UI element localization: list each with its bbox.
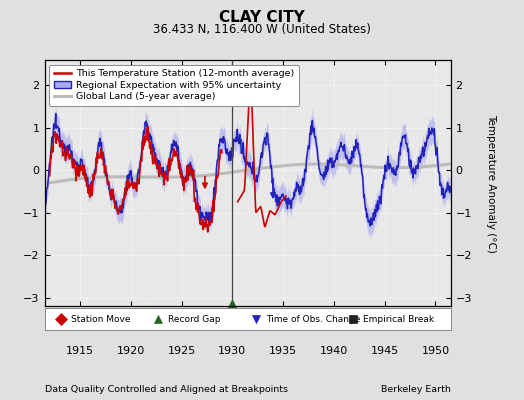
Y-axis label: Temperature Anomaly (°C): Temperature Anomaly (°C) <box>486 114 496 252</box>
Text: 36.433 N, 116.400 W (United States): 36.433 N, 116.400 W (United States) <box>153 24 371 36</box>
Text: Time of Obs. Change: Time of Obs. Change <box>266 314 360 324</box>
Text: CLAY CITY: CLAY CITY <box>219 10 305 26</box>
Text: 1925: 1925 <box>168 346 196 356</box>
Text: Empirical Break: Empirical Break <box>363 314 434 324</box>
Legend: This Temperature Station (12-month average), Regional Expectation with 95% uncer: This Temperature Station (12-month avera… <box>49 65 299 106</box>
Text: Data Quality Controlled and Aligned at Breakpoints: Data Quality Controlled and Aligned at B… <box>45 386 288 394</box>
Text: 1945: 1945 <box>370 346 399 356</box>
Text: Station Move: Station Move <box>71 314 130 324</box>
Text: 1940: 1940 <box>320 346 348 356</box>
Text: 1915: 1915 <box>66 346 94 356</box>
Text: 1950: 1950 <box>421 346 450 356</box>
Text: 1935: 1935 <box>269 346 297 356</box>
Text: Record Gap: Record Gap <box>168 314 221 324</box>
Text: 1930: 1930 <box>219 346 246 356</box>
Text: 1920: 1920 <box>117 346 145 356</box>
Text: Berkeley Earth: Berkeley Earth <box>381 386 451 394</box>
